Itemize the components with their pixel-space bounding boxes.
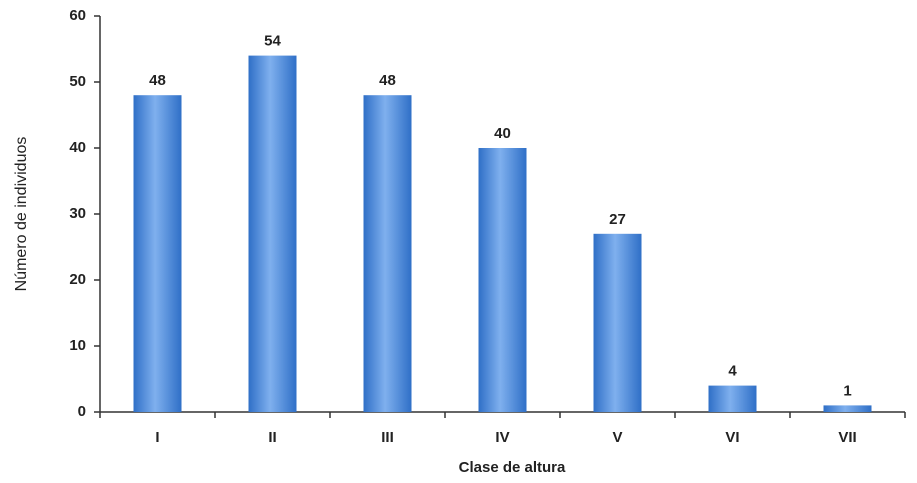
data-label: 4 [728, 363, 737, 380]
y-tick-label: 60 [69, 7, 86, 24]
x-tick-label: VII [838, 429, 856, 446]
x-tick-label: I [155, 429, 159, 446]
bar [133, 95, 182, 412]
data-label: 40 [494, 125, 511, 142]
y-tick-label: 50 [69, 73, 86, 90]
bar [478, 148, 527, 412]
data-label: 54 [264, 33, 281, 50]
y-tick-label: 30 [69, 205, 86, 222]
y-tick-label: 20 [69, 271, 86, 288]
x-tick-label: VI [725, 429, 739, 446]
x-tick-label: V [612, 429, 622, 446]
data-label: 27 [609, 211, 626, 228]
x-axis-title: Clase de altura [459, 459, 566, 476]
x-tick-label: III [381, 429, 394, 446]
data-label: 48 [149, 72, 166, 89]
bar [248, 55, 297, 412]
bar [823, 405, 872, 412]
data-label: 48 [379, 72, 396, 89]
y-tick-label: 10 [69, 337, 86, 354]
bar [593, 233, 642, 412]
x-tick-label: II [268, 429, 276, 446]
y-axis-title: Número de individuos [13, 137, 30, 292]
bar [363, 95, 412, 412]
y-tick-label: 40 [69, 139, 86, 156]
data-label: 1 [843, 382, 851, 399]
bar [708, 385, 757, 412]
x-tick-label: IV [495, 429, 509, 446]
y-tick-label: 0 [78, 403, 86, 420]
